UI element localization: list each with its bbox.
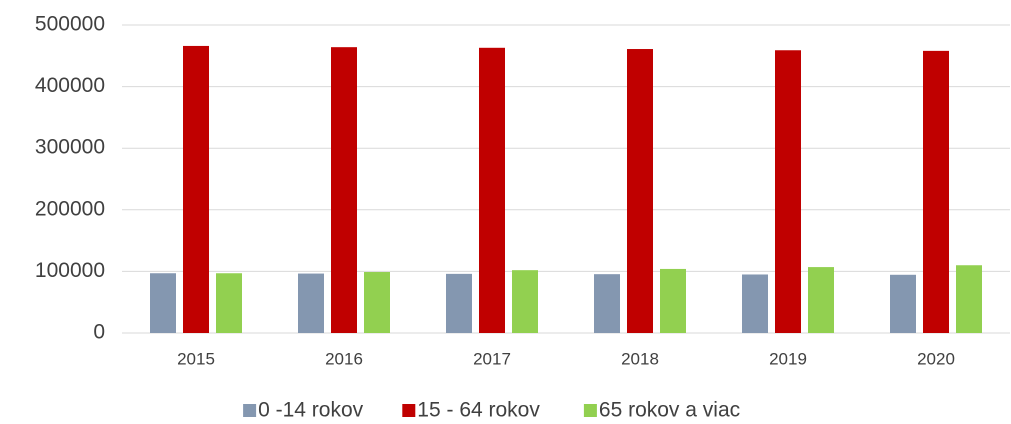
legend-label: 0 -14 rokov (258, 399, 364, 422)
bar (890, 274, 916, 333)
bar (216, 273, 242, 333)
legend-swatch (402, 404, 416, 417)
bar (150, 273, 176, 333)
x-tick-label: 2019 (769, 349, 807, 368)
bar (446, 273, 472, 333)
bar (364, 272, 390, 333)
bar (298, 273, 324, 333)
x-tick-label: 2016 (325, 349, 363, 368)
legend-swatch (243, 404, 257, 417)
y-tick-label: 400000 (35, 74, 105, 97)
bar (479, 47, 505, 334)
bar (808, 267, 834, 333)
bar (512, 270, 538, 333)
bar (956, 265, 982, 333)
y-tick-label: 0 (93, 321, 105, 344)
bar (660, 268, 686, 333)
legend-label: 15 - 64 rokov (417, 399, 540, 422)
legend-label: 65 rokov a viac (599, 399, 740, 422)
bar (594, 274, 620, 333)
y-tick-label: 100000 (35, 259, 105, 282)
y-tick-label: 300000 (35, 136, 105, 159)
x-tick-label: 2020 (917, 349, 955, 368)
x-tick-label: 2017 (473, 349, 511, 368)
x-tick-label: 2015 (177, 349, 215, 368)
x-tick-label: 2018 (621, 349, 659, 368)
bar (627, 49, 653, 334)
bar (742, 274, 768, 333)
bar (775, 50, 801, 333)
bar (331, 47, 357, 334)
y-tick-label: 200000 (35, 197, 105, 220)
legend-swatch (583, 404, 597, 417)
bar (183, 45, 209, 333)
bar (923, 50, 949, 333)
y-tick-label: 500000 (35, 13, 105, 36)
